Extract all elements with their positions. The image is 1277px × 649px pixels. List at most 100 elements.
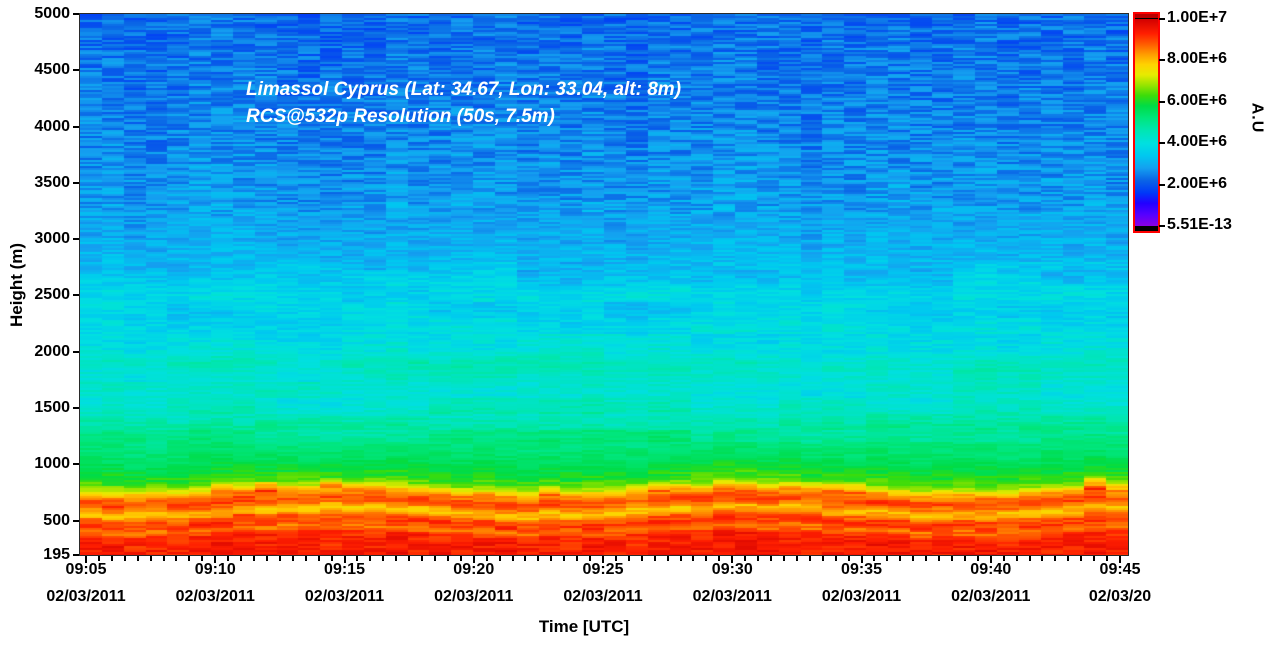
colorbar-tick-mark bbox=[1159, 59, 1165, 62]
colorbar-tick-mark bbox=[1159, 142, 1165, 145]
x-tick-major bbox=[860, 556, 863, 563]
x-tick-minor bbox=[795, 556, 798, 561]
x-tick-minor bbox=[614, 556, 617, 561]
y-tick-mark bbox=[73, 294, 80, 297]
y-tick-label: 2000 bbox=[34, 342, 70, 360]
x-tick-minor bbox=[976, 556, 979, 561]
x-tick-minor bbox=[136, 556, 139, 561]
x-tick-minor bbox=[317, 556, 320, 561]
x-tick-major bbox=[214, 556, 217, 563]
x-tick-minor bbox=[808, 556, 811, 561]
x-tick-minor bbox=[524, 556, 527, 561]
x-tick-date: 02/03/2011 bbox=[692, 588, 772, 605]
x-tick-minor bbox=[563, 556, 566, 561]
x-tick-minor bbox=[459, 556, 462, 561]
x-tick-date: 02/03/2011 bbox=[304, 588, 385, 605]
x-tick-time: 09:45 bbox=[1099, 561, 1141, 578]
colorbar-tick-label: 5.51E-13 bbox=[1167, 216, 1232, 233]
x-tick-minor bbox=[627, 556, 630, 561]
x-tick-time: 09:20 bbox=[453, 561, 495, 578]
x-tick-date: 02/03/20 bbox=[1088, 588, 1152, 605]
y-tick-label: 1500 bbox=[34, 399, 70, 417]
x-tick-minor bbox=[537, 556, 540, 561]
x-tick-minor bbox=[408, 556, 411, 561]
colorbar-tick-mark bbox=[1159, 225, 1165, 227]
x-tick-minor bbox=[446, 556, 449, 561]
colorbar bbox=[1133, 12, 1160, 233]
x-tick-minor bbox=[278, 556, 281, 561]
x-tick-major bbox=[989, 556, 992, 563]
x-tick-minor bbox=[1106, 556, 1109, 561]
x-tick-time: 09:30 bbox=[711, 561, 753, 578]
x-tick-time: 09:10 bbox=[194, 561, 236, 578]
colorbar-gradient bbox=[1135, 19, 1158, 226]
x-tick-minor bbox=[550, 556, 553, 561]
x-tick-major bbox=[602, 556, 604, 563]
x-tick-major bbox=[343, 556, 346, 563]
y-tick-label: 1000 bbox=[34, 455, 70, 473]
colorbar-over-cap bbox=[1135, 14, 1158, 19]
x-tick-minor bbox=[1028, 556, 1031, 561]
colorbar-tick-mark bbox=[1159, 100, 1165, 103]
x-tick-minor bbox=[253, 556, 256, 561]
y-tick-label: 195 bbox=[43, 546, 70, 563]
x-tick-minor bbox=[782, 556, 785, 561]
x-tick-minor bbox=[744, 556, 747, 561]
x-tick-minor bbox=[718, 556, 721, 561]
x-tick-minor bbox=[1080, 556, 1083, 561]
x-tick-minor bbox=[188, 556, 191, 561]
x-tick-minor bbox=[963, 556, 966, 561]
x-tick-minor bbox=[1067, 556, 1070, 561]
x-tick-minor bbox=[666, 556, 669, 561]
x-tick-date: 02/03/2011 bbox=[46, 588, 126, 605]
x-tick-time: 09:25 bbox=[582, 561, 624, 578]
x-tick-minor bbox=[240, 556, 243, 561]
x-tick-major bbox=[85, 556, 87, 563]
y-tick-mark bbox=[73, 350, 80, 353]
x-tick-date: 02/03/2011 bbox=[821, 588, 902, 605]
heatmap-canvas bbox=[79, 13, 1129, 556]
x-tick-minor bbox=[834, 556, 837, 561]
colorbar-tick-mark bbox=[1159, 18, 1165, 20]
x-tick-minor bbox=[1054, 556, 1057, 561]
x-tick-time: 09:35 bbox=[841, 561, 882, 578]
y-tick-mark bbox=[73, 463, 80, 466]
annotation-line-resolution: RCS@532p Resolution (50s, 7.5m) bbox=[246, 106, 555, 127]
x-tick-minor bbox=[265, 556, 268, 561]
x-tick-minor bbox=[356, 556, 359, 561]
colorbar-tick-mark bbox=[1159, 183, 1165, 186]
x-tick-minor bbox=[498, 556, 501, 561]
colorbar-tick-label: 8.00E+6 bbox=[1167, 50, 1228, 68]
annotation-line-station: Limassol Cyprus (Lat: 34.67, Lon: 33.04,… bbox=[246, 79, 682, 100]
x-tick-minor bbox=[576, 556, 579, 561]
x-tick-minor bbox=[330, 556, 333, 561]
x-tick-date: 02/03/2011 bbox=[951, 588, 1031, 605]
x-tick-minor bbox=[485, 556, 488, 561]
x-tick-minor bbox=[304, 556, 307, 561]
x-tick-minor bbox=[395, 556, 398, 561]
x-tick-minor bbox=[679, 556, 682, 561]
y-tick-label: 4000 bbox=[34, 117, 70, 135]
x-tick-minor bbox=[1015, 556, 1018, 561]
x-tick-minor bbox=[770, 556, 773, 561]
x-tick-minor bbox=[886, 556, 889, 561]
x-tick-minor bbox=[421, 556, 424, 561]
x-tick-minor bbox=[640, 556, 643, 561]
x-tick-minor bbox=[123, 556, 126, 561]
x-tick-major bbox=[472, 556, 475, 563]
x-tick-time: 09:15 bbox=[324, 561, 365, 578]
colorbar-tick-label: 4.00E+6 bbox=[1167, 133, 1228, 151]
x-tick-minor bbox=[938, 556, 941, 561]
x-tick-minor bbox=[291, 556, 294, 561]
y-tick-label: 3000 bbox=[34, 230, 70, 248]
y-axis-title: Height (m) bbox=[7, 242, 26, 328]
x-tick-minor bbox=[873, 556, 876, 561]
y-tick-mark bbox=[73, 407, 80, 410]
x-tick-major bbox=[1119, 556, 1121, 563]
y-tick-mark bbox=[73, 125, 80, 128]
colorbar-under-cap bbox=[1135, 226, 1158, 231]
y-tick-mark bbox=[73, 519, 80, 522]
y-tick-label: 500 bbox=[43, 511, 70, 529]
y-tick-label: 3500 bbox=[34, 173, 70, 191]
